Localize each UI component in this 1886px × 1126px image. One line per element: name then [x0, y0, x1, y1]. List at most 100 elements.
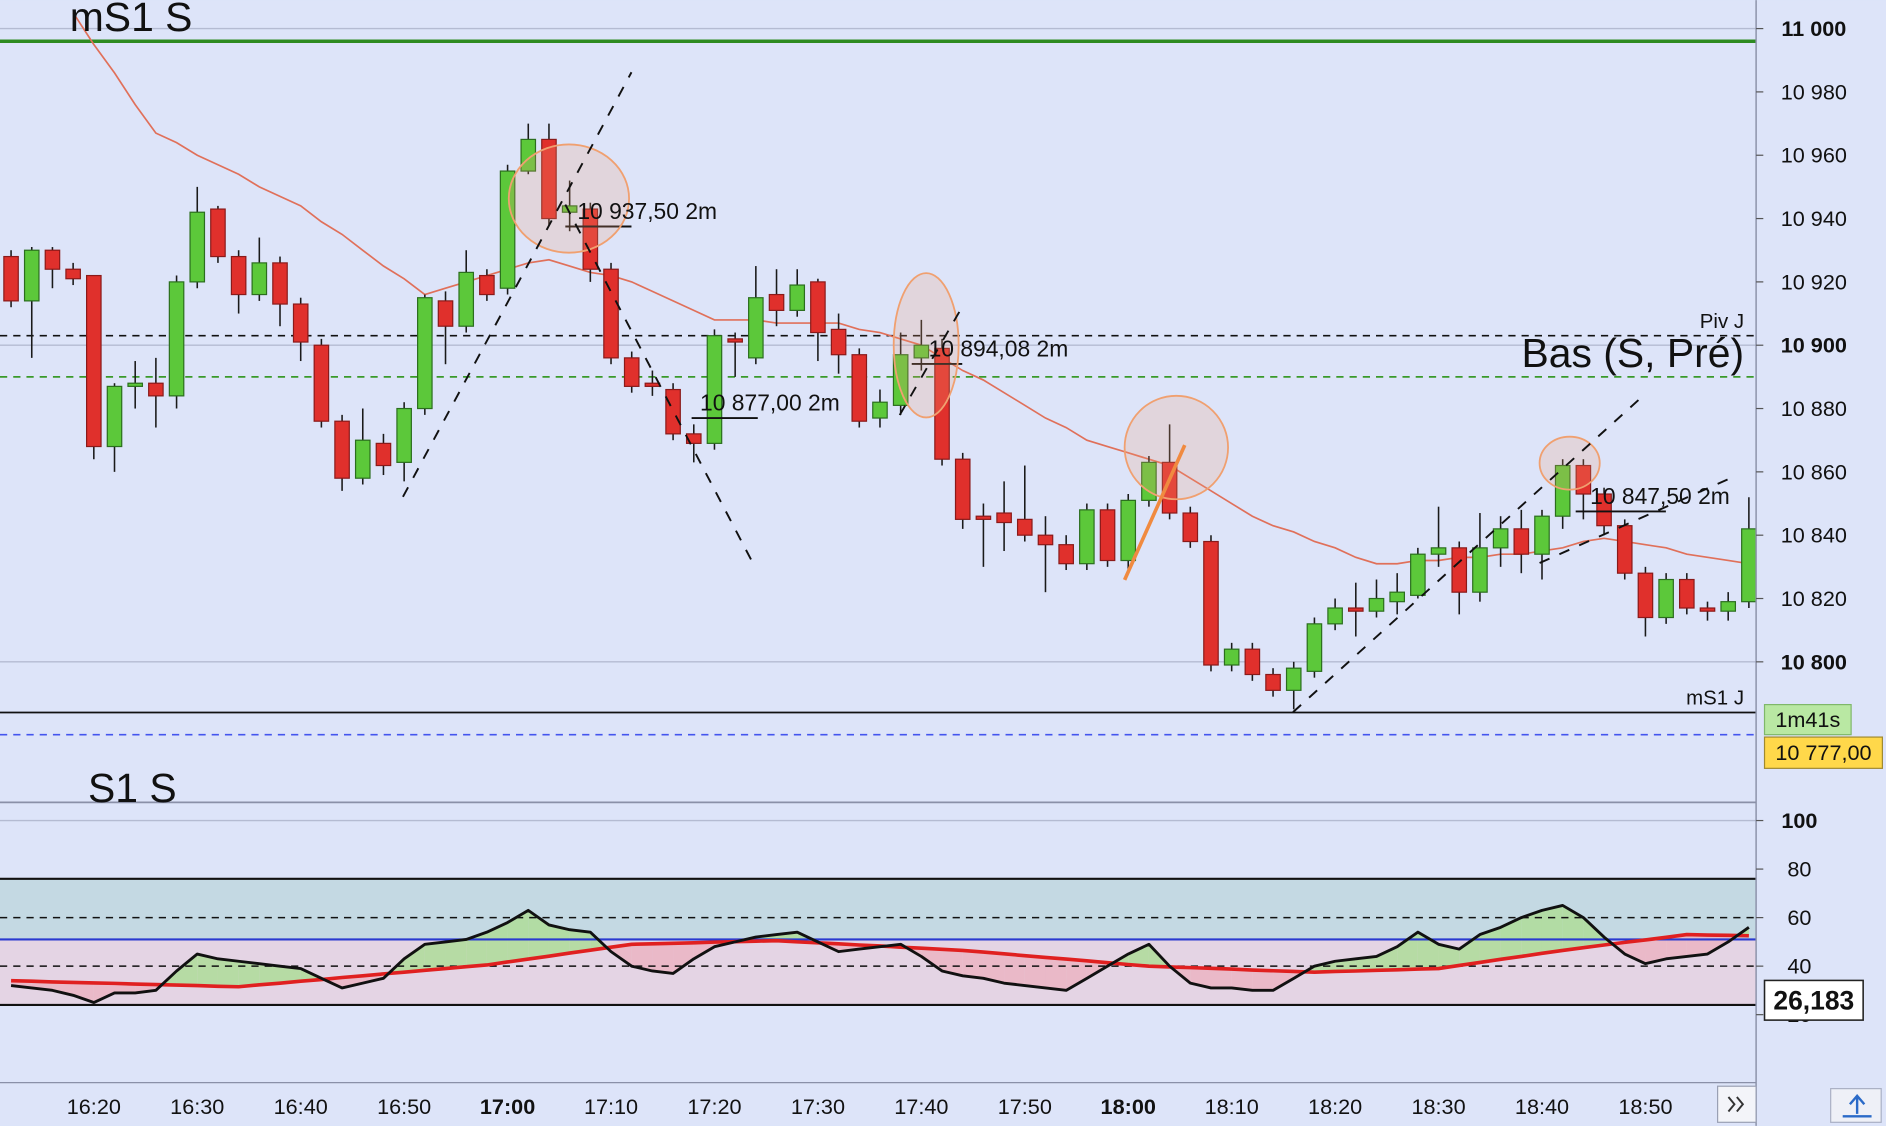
y-tick-label: 80 — [1787, 857, 1811, 882]
trade-label: 10 937,50 2m — [577, 198, 717, 224]
y-tick-label: 100 — [1781, 808, 1817, 833]
oscillator-fill — [1066, 959, 1087, 991]
candle-body — [1244, 648, 1261, 676]
candle-body — [44, 249, 61, 270]
candle-body — [458, 271, 475, 327]
candle-body — [1678, 578, 1695, 609]
oscillator-fill — [466, 932, 487, 967]
candle-body — [1472, 547, 1488, 593]
x-tick-label: 16:30 — [170, 1094, 224, 1119]
candle-body — [1347, 607, 1364, 612]
price-marks — [3, 12, 1757, 710]
candle-body — [996, 512, 1012, 524]
candle-body — [665, 388, 681, 435]
scale-button[interactable] — [1830, 1088, 1882, 1123]
level-name: mS1 S — [70, 0, 193, 40]
oscillator-line — [10, 903, 1750, 1004]
candle-body — [65, 268, 81, 280]
oscillator-fill — [1128, 944, 1149, 967]
candle-body — [1099, 509, 1116, 562]
countdown-tag — [1763, 703, 1852, 736]
candle-body — [189, 211, 206, 283]
candle-body — [685, 433, 702, 444]
candle-body — [1616, 525, 1633, 574]
zone — [0, 878, 1757, 940]
candle-body — [375, 442, 392, 467]
oscillator-fill — [652, 943, 674, 974]
candle-body — [1327, 607, 1343, 625]
y-tick-label: 40 — [1787, 954, 1811, 979]
candle-body — [1637, 572, 1654, 619]
y-tick-label: 60 — [1787, 905, 1811, 930]
price-tag-label: 10 777,00 — [1775, 740, 1871, 765]
countdown-label: 1m41s — [1775, 707, 1840, 732]
candle-body — [1430, 547, 1447, 555]
candle-body — [1141, 461, 1157, 501]
oscillator-fill — [197, 954, 218, 987]
oscillator-fill — [921, 948, 943, 971]
candle-body — [1699, 607, 1716, 612]
oscillator-fill — [1376, 946, 1398, 971]
chevron — [1736, 1096, 1745, 1113]
candle-body — [541, 138, 557, 220]
y-tick-label: 10 920 — [1781, 269, 1847, 294]
candle-body — [479, 274, 495, 296]
level-name: mS1 J — [1686, 687, 1744, 710]
candle-body — [1368, 597, 1385, 612]
scroll-button[interactable] — [1717, 1085, 1757, 1123]
highlight-circle — [507, 143, 630, 254]
candle-body — [706, 335, 723, 444]
current-value-label: 26,183 — [1773, 985, 1854, 1015]
oscillator-fill — [1438, 944, 1460, 969]
candle-body — [1203, 540, 1219, 666]
candle-body — [872, 401, 888, 419]
x-tick-label: 16:50 — [377, 1094, 431, 1119]
oscillator-fill — [942, 949, 963, 976]
candle-body — [851, 354, 868, 422]
oscillator-fill — [962, 950, 984, 979]
trend-line — [1539, 475, 1735, 564]
trade-label: 10 894,08 2m — [929, 335, 1069, 361]
drawings — [402, 71, 1735, 713]
oscillator-fill — [52, 981, 74, 996]
candle-body — [334, 420, 350, 479]
candle-body — [313, 344, 330, 422]
oscillator-fill — [1170, 966, 1191, 984]
scroll-button-bg[interactable] — [1717, 1085, 1757, 1123]
oscillator-fill — [1459, 934, 1480, 966]
candle-body — [210, 208, 226, 258]
oscillator-fill — [611, 944, 632, 967]
oscillator-fill — [1210, 968, 1232, 988]
oscillator-fill — [73, 982, 94, 1003]
candle-body — [954, 458, 971, 520]
oscillator-fill — [238, 961, 260, 987]
candle-body — [148, 382, 164, 397]
oscillator-fill — [1004, 953, 1025, 986]
candle-body — [1513, 528, 1530, 555]
trade-label: 10 847,50 2m — [1590, 483, 1730, 509]
y-tick-label: 10 900 — [1781, 333, 1847, 358]
current-value-box — [1763, 979, 1864, 1021]
oscillator-fill — [259, 963, 281, 985]
candle-body — [23, 249, 40, 302]
oscillator-marks — [0, 877, 1757, 1007]
candle-body — [1389, 591, 1405, 603]
oscillator-fill — [569, 929, 591, 954]
candle-body — [272, 262, 288, 305]
candle-body — [1265, 673, 1281, 691]
candle-body — [830, 328, 847, 356]
trend-line — [564, 204, 757, 569]
trend-line — [1292, 396, 1643, 713]
y-tick-label: 10 880 — [1781, 396, 1847, 421]
candle-body — [1120, 499, 1137, 562]
oscillator-fill — [983, 952, 1005, 984]
candle-body — [1554, 464, 1571, 517]
candle-body — [1306, 623, 1323, 672]
candle-body — [251, 262, 268, 296]
trend-line — [1122, 444, 1187, 581]
candle-body — [1575, 464, 1592, 495]
chevron — [1727, 1096, 1736, 1113]
scale-icon — [1842, 1093, 1872, 1118]
candle-body — [892, 354, 909, 406]
